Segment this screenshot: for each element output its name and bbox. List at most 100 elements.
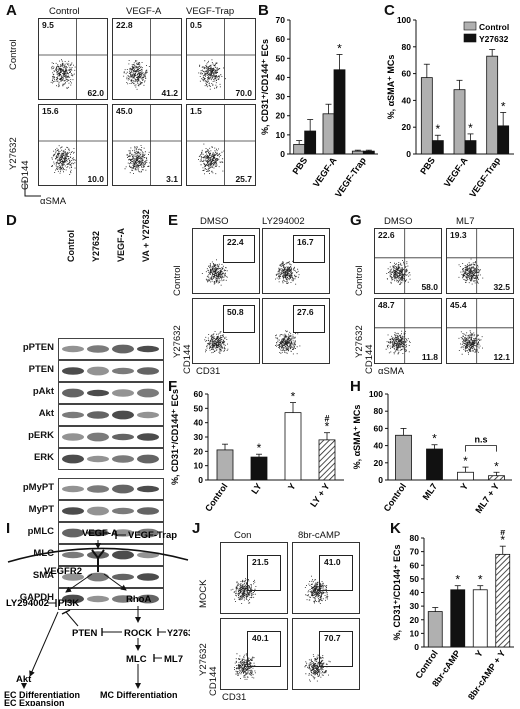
blot-band xyxy=(62,551,84,559)
blot-band xyxy=(137,388,159,398)
panel-label-i: I xyxy=(6,520,11,537)
category-label: ML7 xyxy=(421,481,440,501)
y-tick-label: 80 xyxy=(410,533,420,543)
e-col-label: DMSO xyxy=(200,216,229,227)
y-axis-label: %, αSMA⁺ MCs xyxy=(386,55,396,120)
y-tick-label: 0 xyxy=(378,475,383,485)
y-tick-label: 50 xyxy=(194,403,204,413)
i-ecdiff: EC Differentiation xyxy=(4,690,80,700)
blot-band-row xyxy=(58,588,164,610)
g-ul-value: 45.4 xyxy=(449,300,468,310)
bar xyxy=(431,140,444,155)
gate-box xyxy=(319,555,353,591)
blot-band xyxy=(112,550,134,560)
a-col-label: VEGF-Trap xyxy=(186,6,235,17)
a-lr-value: 62.0 xyxy=(86,88,105,98)
a-col-label: Control xyxy=(49,6,80,17)
blot-band xyxy=(87,529,109,537)
significance-star: * xyxy=(463,454,468,468)
significance-star: * xyxy=(494,459,499,473)
j-col-label: 8br-cAMP xyxy=(298,530,341,541)
i-trap: VEGF-Trap xyxy=(128,530,177,541)
blot-band xyxy=(87,595,109,603)
d-col-label: VA + Y27632 xyxy=(141,209,151,262)
significance-hash: # xyxy=(324,414,329,424)
blot-band xyxy=(112,367,134,375)
i-rock: ROCK xyxy=(124,628,152,639)
blot-band xyxy=(62,573,84,581)
i-pten: PTEN xyxy=(72,628,97,639)
blot-label: pMLC xyxy=(27,526,54,537)
y-tick-label: 60 xyxy=(374,423,384,433)
g-ul-value: 19.3 xyxy=(449,230,468,240)
category-label: PBS xyxy=(418,155,437,176)
g-flow-plot: 45.4 12.1 xyxy=(446,298,514,364)
chart-f: %, CD31⁺/CD144⁺ ECs 0 10 20 30 40 50 60 Control *… xyxy=(170,389,344,513)
blot-label: Akt xyxy=(38,408,54,419)
blot-band xyxy=(62,411,84,419)
category-label: VEGF-A xyxy=(442,155,470,189)
y-tick-label: 40 xyxy=(402,95,412,105)
flow-dots xyxy=(458,258,484,285)
e-flow-plot: 16.7 xyxy=(262,228,330,294)
significance-star: * xyxy=(325,420,330,434)
flow-dots xyxy=(123,60,150,90)
bar xyxy=(453,89,466,155)
blot-band xyxy=(137,411,159,419)
y-tick-label: 70 xyxy=(276,15,286,25)
j-col-label: Con xyxy=(234,530,252,541)
y-axis-label: %, CD31⁺/CD144⁺ ECs xyxy=(392,544,402,640)
flow-dots xyxy=(124,145,151,174)
significance-star: * xyxy=(468,121,473,135)
panel-label-a: A xyxy=(6,2,17,19)
y-axis-label: %, CD31⁺/CD144⁺ ECs xyxy=(260,39,270,135)
blot-band xyxy=(87,506,109,516)
e-flow-plot: 50.8 xyxy=(192,298,260,364)
bar xyxy=(495,553,511,648)
blot-band xyxy=(137,367,159,375)
legend-label: Y27632 xyxy=(479,34,509,44)
blot-label: ERK xyxy=(33,452,54,463)
a-row-label: Control xyxy=(8,39,19,70)
flow-dots xyxy=(304,654,331,682)
blot-band xyxy=(112,455,134,463)
g-row-label: Control xyxy=(354,265,365,296)
flow-dots xyxy=(458,330,483,355)
blot-label: MyPT xyxy=(28,504,54,515)
a-flow-plot: 45.0 3.1 xyxy=(112,104,182,186)
y-tick-label: 10 xyxy=(194,461,204,471)
a-lr-value: 3.1 xyxy=(165,174,179,184)
g-lr-value: 12.1 xyxy=(492,352,511,362)
flow-dots xyxy=(51,145,76,175)
bar xyxy=(284,412,302,481)
significance-star: * xyxy=(435,122,440,136)
g-flow-plot: 22.6 58.0 xyxy=(374,228,442,294)
y-tick-label: 40 xyxy=(194,418,204,428)
blot-band xyxy=(62,507,84,515)
y-tick-label: 10 xyxy=(410,628,420,638)
chart-k: %, CD31⁺/CD144⁺ ECs01020304050607080Cont… xyxy=(392,530,514,702)
chart-c: %, αSMA⁺ MCs 0 20 40 60 80 100 PBS VEGF-AVEGF-Tr… xyxy=(386,15,514,199)
significance-star: * xyxy=(291,390,296,404)
blot-band xyxy=(87,411,109,419)
panel-label-h: H xyxy=(350,378,361,395)
e-flow-plot: 27.6 xyxy=(262,298,330,364)
blot-band xyxy=(137,594,159,604)
blot-band xyxy=(87,345,109,353)
y-tick-label: 40 xyxy=(410,588,420,598)
a-lr-value: 70.0 xyxy=(234,88,253,98)
blot-label: PTEN xyxy=(28,364,54,375)
a-ul-value: 0.5 xyxy=(189,20,203,30)
bar xyxy=(427,611,443,648)
category-label: ML7 + Y xyxy=(473,481,501,515)
y-tick-label: 20 xyxy=(402,122,412,132)
a-flow-plot: 15.6 10.0 xyxy=(38,104,108,186)
j-gate-value: 41.0 xyxy=(323,557,342,567)
y-tick-label: 30 xyxy=(194,432,204,442)
a-col-label: VEGF-A xyxy=(126,6,162,17)
e-flow-plot: 22.4 xyxy=(192,228,260,294)
gate-box xyxy=(293,305,325,333)
blot-band xyxy=(62,433,84,441)
blot-label: pMyPT xyxy=(22,482,54,493)
panel-label-j: J xyxy=(192,520,201,537)
